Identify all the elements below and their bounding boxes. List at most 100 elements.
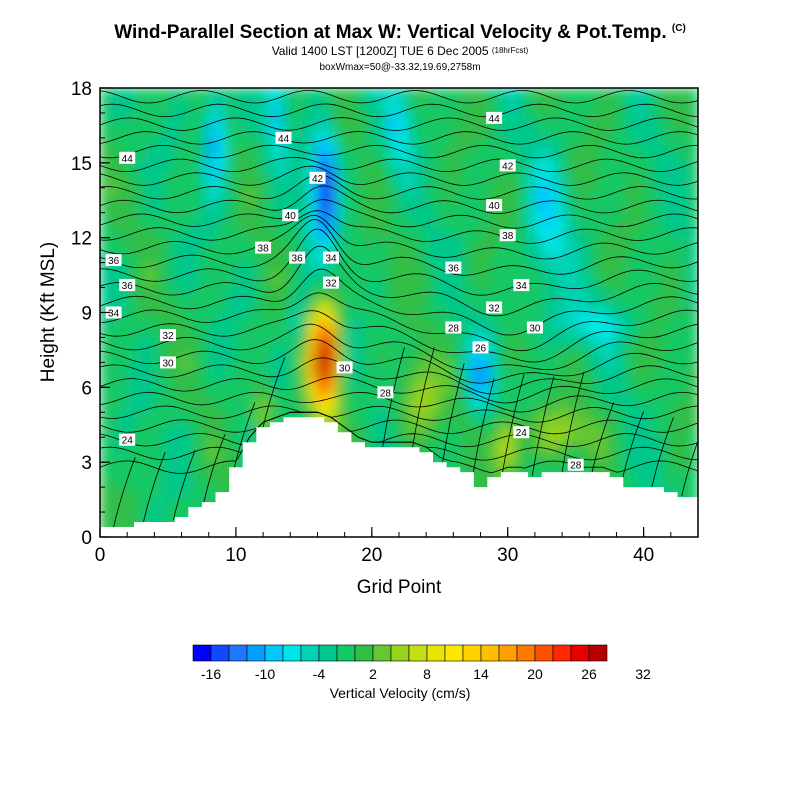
theta-contour-line (113, 457, 136, 528)
colorbar-swatch (390, 644, 410, 662)
contour-label-text: 40 (285, 211, 297, 222)
contour-label: 40 (282, 209, 299, 222)
colorbar-swatch (588, 644, 608, 662)
theta-contour-line (591, 402, 615, 473)
y-axis-label: Height (Kft MSL) (38, 242, 59, 382)
theta-contour-line (100, 215, 698, 260)
x-tick-label: 10 (225, 545, 246, 566)
x-tick-label: 30 (497, 545, 518, 566)
theta-contour-line (100, 131, 698, 145)
contour-label: 44 (275, 131, 292, 145)
contour-labels: 44 44 44 42 42 40 40 38 38 36 36 36 36 34 34 34 32 32 32 30… (105, 111, 584, 472)
y-tick-label: 3 (81, 453, 92, 474)
contour-label: 32 (160, 329, 176, 342)
contour-label: 28 (567, 458, 584, 472)
contour-label-text: 42 (502, 161, 514, 172)
contour-label-text: 34 (325, 254, 337, 265)
theta-contour-line (100, 165, 698, 186)
contour-label: 36 (445, 261, 462, 275)
colorbar-tick-label: 20 (527, 666, 543, 682)
theta-contour-line (472, 378, 495, 479)
colorbar-swatch (246, 644, 266, 662)
contour-label-text: 28 (380, 388, 392, 399)
colorbar-swatch (426, 644, 446, 662)
contour-label: 36 (119, 279, 136, 292)
contour-label: 42 (499, 159, 516, 172)
theta-contours (100, 90, 698, 528)
contour-label: 36 (289, 251, 306, 265)
colorbar-label: Vertical Velocity (cm/s) (330, 685, 471, 701)
contour-label-text: 32 (325, 279, 337, 290)
colorbar-swatch (372, 644, 392, 662)
colorbar-tick-label: 2 (369, 666, 377, 682)
colorbar-tick-label: -4 (313, 666, 326, 682)
colorbar-swatch (516, 644, 536, 662)
colorbar-tick-label: -10 (255, 666, 275, 682)
theta-contour-line (100, 357, 698, 395)
theta-contour-line (100, 174, 698, 200)
contour-label: 44 (119, 151, 136, 165)
colorbar-swatch (354, 644, 374, 662)
contour-label: 24 (119, 433, 136, 447)
theta-contour-line (442, 363, 465, 464)
contour-label: 40 (486, 199, 503, 212)
contour-label-text: 30 (162, 358, 174, 369)
x-tick-label: 0 (95, 545, 106, 566)
theta-contour-line (232, 402, 256, 473)
theta-contour-line (100, 391, 698, 413)
box-info: boxWmax=50@-33.32,19.69,2758m (319, 62, 481, 73)
theta-contour-line (100, 411, 698, 448)
contour-label-text: 28 (570, 461, 582, 472)
contour-label: 44 (486, 111, 503, 125)
contour-label-text: 42 (312, 174, 324, 185)
contour-label-text: 44 (278, 134, 290, 145)
colorbar-swatch (570, 644, 590, 662)
theta-contour-line (100, 292, 698, 352)
colorbar-swatch (444, 644, 464, 662)
theta-contour-line (100, 144, 698, 159)
contour-label-text: 30 (339, 363, 351, 374)
contour-label: 32 (323, 276, 339, 290)
contour-label-text: 36 (108, 256, 120, 267)
colorbar-swatch (462, 644, 482, 662)
contour-label-text: 36 (122, 281, 134, 292)
theta-contour-line (100, 228, 698, 296)
contour-label-text: 32 (489, 304, 501, 315)
colorbar-tick-label: 14 (473, 666, 489, 682)
chart-title-text: Wind-Parallel Section at Max W: Vertical… (114, 22, 667, 43)
colorbar: -16 -10 -4 2 8 14 20 26 32 (192, 644, 651, 682)
theta-contour-line (100, 219, 698, 276)
contour-label-text: 36 (448, 264, 460, 275)
colorbar-tick-label: 26 (581, 666, 597, 682)
contour-label-text: 24 (122, 436, 134, 447)
colorbar-tick-label: -16 (201, 666, 221, 682)
y-tick-label: 9 (81, 304, 92, 325)
contour-label: 30 (526, 321, 543, 335)
contour-label: 28 (445, 321, 462, 335)
x-tick-label: 20 (361, 545, 382, 566)
colorbar-swatch (498, 644, 518, 662)
colorbar-swatch (228, 644, 248, 662)
x-axis-label: Grid Point (357, 577, 442, 598)
colorbar-swatch (336, 644, 356, 662)
theta-contour-line (651, 417, 674, 488)
y-tick-label: 0 (81, 528, 92, 549)
y-axis: 0 3 6 9 12 15 18 (71, 79, 110, 549)
contour-label: 32 (486, 301, 503, 315)
colorbar-swatch (552, 644, 572, 662)
contour-label-text: 30 (529, 324, 541, 335)
chart-subtitle: Valid 1400 LST [1200Z] TUE 6 Dec 2005 (1… (0, 44, 800, 58)
y-tick-label: 18 (71, 79, 92, 100)
contour-label: 28 (377, 386, 394, 399)
contour-label: 30 (160, 356, 176, 369)
contour-label-text: 28 (448, 324, 460, 335)
contour-label: 38 (255, 241, 272, 255)
theta-contour-line (100, 199, 698, 229)
y-tick-label: 12 (71, 229, 92, 250)
contour-label: 34 (105, 306, 122, 320)
theta-contour-line (621, 411, 644, 482)
theta-contour-line (100, 323, 698, 370)
theta-contour-line (100, 210, 698, 244)
x-axis: 0 10 20 30 40 (95, 527, 699, 566)
